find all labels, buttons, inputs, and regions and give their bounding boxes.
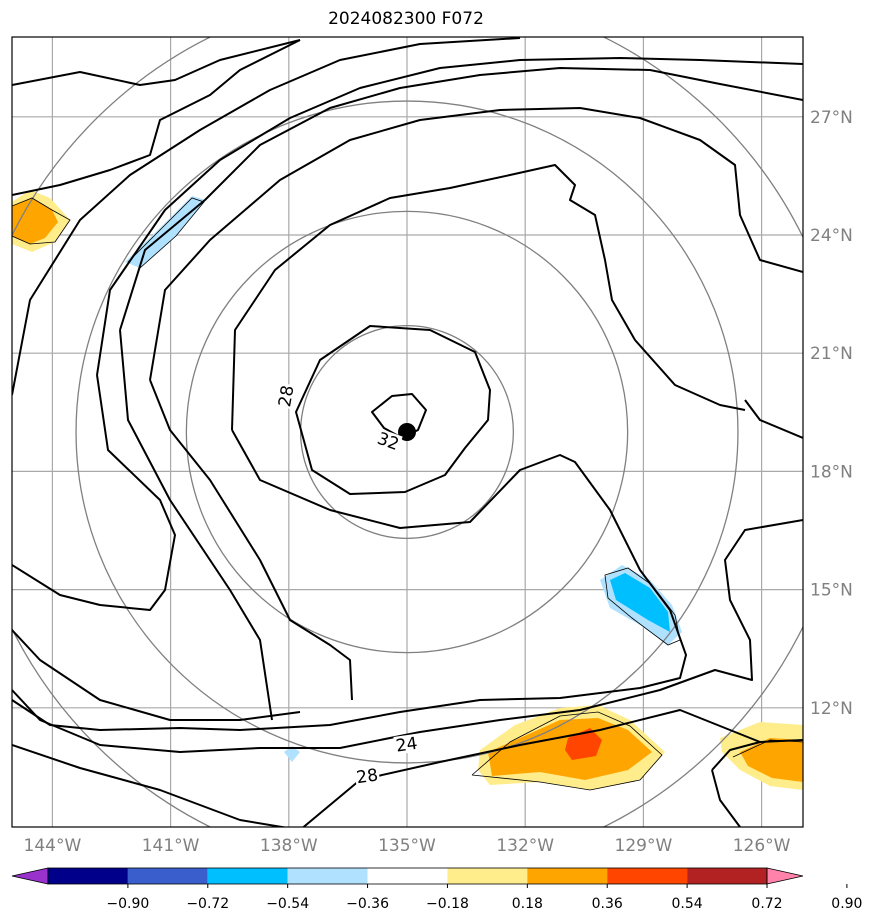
contour-label-bg — [354, 765, 381, 787]
colorbar-tick-label: 0.54 — [672, 896, 703, 912]
colorbar-tick-label: 0.72 — [751, 896, 782, 912]
shade-warm-east-core — [740, 738, 803, 782]
lon-tick-labels: 144°W 141°W 138°W 135°W 132°W 129°W 126°W — [24, 836, 791, 856]
colorbar-tick-label: 0.90 — [831, 896, 862, 912]
contour-line — [12, 429, 687, 731]
contour-line — [231, 164, 746, 431]
contour-line — [12, 374, 176, 611]
contour-line — [295, 325, 491, 495]
map-frame — [11, 36, 804, 828]
colorbar-tick-label: 0.36 — [592, 896, 623, 912]
contour-line — [119, 67, 803, 331]
lat-tick-label: 27°N — [810, 108, 853, 128]
contour-line — [744, 399, 803, 439]
shade-warm-west-core — [12, 198, 58, 244]
contour-label-bg — [274, 382, 297, 410]
colorbar-segment — [607, 868, 688, 884]
shade-outline — [471, 711, 663, 791]
lon-tick-label: 126°W — [733, 836, 791, 856]
shade-outline — [127, 197, 205, 269]
shade-outline — [604, 567, 681, 646]
contour-lines — [12, 37, 803, 827]
range-ring — [185, 210, 629, 654]
contour-line — [149, 107, 803, 381]
lon-tick-label: 132°W — [496, 836, 554, 856]
chart-title: 2024082300 F072 — [328, 9, 484, 29]
contour-label-bg — [373, 428, 403, 454]
contour-label: 28 — [275, 384, 298, 409]
contour-line — [711, 741, 761, 771]
colorbar-segment — [207, 868, 288, 884]
colorbar-tick-label: −0.54 — [266, 896, 309, 912]
contour-line — [12, 39, 301, 86]
colorbar-extend-low — [11, 867, 49, 885]
contour-line — [12, 744, 289, 827]
contour-label: 28 — [355, 765, 379, 788]
colorbar: −0.90 −0.72 −0.54 −0.36 −0.18 0.18 0.36 0.54 0.7… — [11, 867, 862, 912]
colorbar-tick-label: −0.18 — [426, 896, 469, 912]
colorbar-segment — [367, 868, 448, 884]
lat-tick-label: 21°N — [810, 344, 853, 364]
lon-tick-label: 129°W — [615, 836, 673, 856]
colorbar-tick-label: −0.72 — [186, 896, 229, 912]
colorbar-tick-label: 0.18 — [512, 896, 543, 912]
colorbar-segment — [287, 868, 368, 884]
colorbar-extend-high — [766, 867, 804, 885]
colorbar-segment — [48, 868, 128, 884]
lat-tick-label: 24°N — [810, 226, 853, 246]
contour-line — [12, 39, 301, 196]
contour-line — [12, 629, 301, 721]
contour-label-bg — [393, 733, 420, 755]
shade-outline — [12, 197, 71, 245]
contour-line — [96, 57, 803, 376]
gridlines — [12, 37, 803, 827]
lat-tick-label: 18°N — [810, 462, 853, 482]
shade-cool-dot — [284, 746, 300, 762]
lat-tick-label: 15°N — [810, 581, 853, 601]
lat-tick-labels: 27°N 24°N 21°N 18°N 15°N 12°N — [810, 108, 853, 719]
contour-line — [711, 769, 741, 827]
lon-tick-label: 138°W — [260, 836, 318, 856]
colorbar-segment — [447, 868, 528, 884]
contour-line — [149, 379, 353, 701]
lon-tick-label: 141°W — [142, 836, 200, 856]
range-ring — [75, 100, 739, 764]
storm-center-marker — [398, 423, 416, 441]
shade-outlines — [12, 197, 803, 791]
lon-tick-label: 144°W — [24, 836, 82, 856]
shade-cool-se-core — [610, 573, 670, 632]
contour-line — [371, 393, 427, 439]
colorbar-frame — [47, 867, 768, 885]
contour-line — [12, 37, 521, 396]
contour-line — [12, 519, 803, 753]
lon-tick-label: 135°W — [378, 836, 436, 856]
lat-tick-label: 12°N — [810, 699, 853, 719]
shade-hot-south — [565, 728, 602, 760]
contour-label: 24 — [395, 734, 419, 757]
colorbar-tick-label: −0.90 — [106, 896, 149, 912]
shade-outline — [732, 739, 803, 758]
colorbar-segment — [527, 868, 608, 884]
contour-line — [119, 329, 273, 721]
colorbar-segment — [127, 868, 208, 884]
colorbar-segment — [687, 868, 767, 884]
colorbar-tick-label: −0.36 — [346, 896, 389, 912]
